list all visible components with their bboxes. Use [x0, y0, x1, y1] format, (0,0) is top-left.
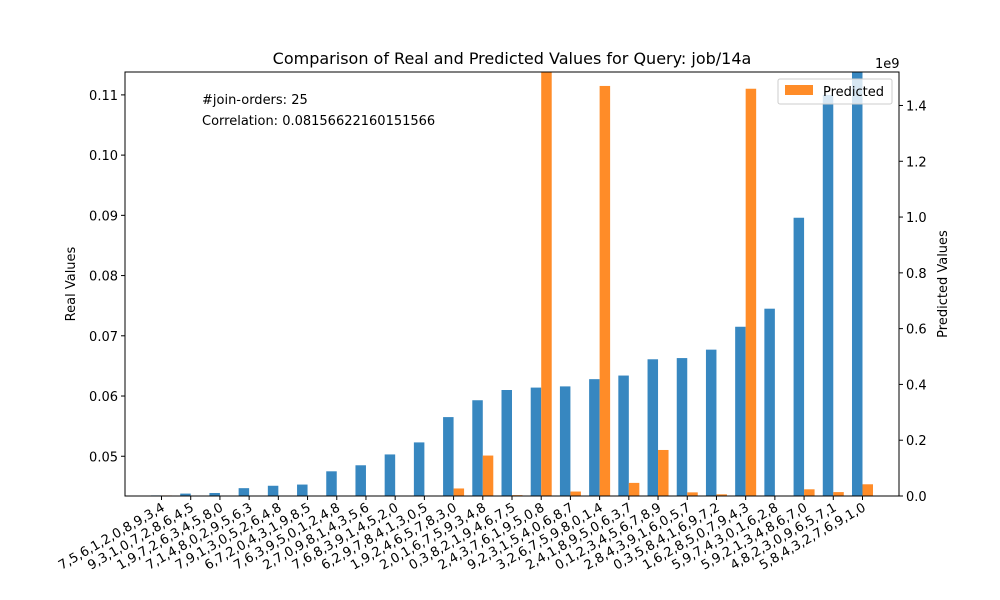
- bar-real-2: [209, 492, 220, 496]
- bar-real-9: [413, 442, 425, 496]
- left-y-tick-label-3: 0.08: [89, 270, 118, 285]
- bar-real-21: [764, 308, 775, 496]
- chart-title: Comparison of Real and Predicted Values …: [273, 49, 752, 68]
- bar-real-14: [559, 386, 571, 496]
- right-y-tick-label-5: 1.0: [906, 211, 927, 226]
- bar-predicted-24: [862, 484, 873, 496]
- right-axis-multiplier: 1e9: [875, 57, 900, 72]
- right-y-tick-label-2: 0.4: [906, 378, 927, 393]
- bar-real-1: [180, 493, 191, 496]
- bar-real-3: [238, 488, 250, 496]
- bar-real-6: [326, 471, 337, 496]
- legend-label-predicted: Predicted: [823, 85, 884, 100]
- left-y-axis-label: Real Values: [64, 246, 79, 321]
- right-y-tick-layer: 0.0 0.2 0.4 0.6 0.8 1.0 1.2 1.4: [899, 99, 927, 505]
- right-y-tick-label-7: 1.4: [906, 99, 927, 114]
- bar-real-12: [501, 390, 512, 496]
- bar-real-22: [793, 217, 805, 496]
- bar-predicted-22: [804, 489, 815, 496]
- left-y-tick-label-0: 0.05: [89, 450, 118, 465]
- bars-layer: [151, 72, 873, 497]
- bar-predicted-13: [541, 72, 552, 496]
- bar-real-8: [384, 454, 396, 496]
- left-y-tick-label-4: 0.09: [89, 209, 118, 224]
- right-y-axis-label: Predicted Values: [936, 230, 951, 338]
- left-y-tick-label-2: 0.07: [89, 330, 118, 345]
- right-y-tick-label-1: 0.2: [906, 434, 927, 449]
- bar-real-24: [851, 72, 863, 496]
- legend: Predicted: [777, 78, 893, 105]
- bar-real-19: [705, 349, 717, 496]
- left-y-tick-label-5: 0.10: [89, 149, 118, 164]
- bar-predicted-16: [628, 482, 640, 496]
- bar-predicted-14: [570, 491, 581, 496]
- bar-real-17: [647, 359, 659, 496]
- bar-predicted-18: [687, 492, 698, 496]
- left-y-tick-label-1: 0.06: [89, 390, 118, 405]
- bar-predicted-15: [599, 85, 611, 496]
- bar-real-16: [618, 375, 629, 496]
- bar-real-23: [822, 94, 834, 496]
- right-y-tick-label-0: 0.0: [906, 490, 927, 505]
- bar-predicted-19: [716, 494, 727, 496]
- bar-real-18: [676, 358, 688, 496]
- left-y-tick-label-6: 0.11: [89, 89, 118, 104]
- bar-predicted-10: [453, 488, 465, 496]
- correlation-annotation: Correlation: 0.08156622160151566: [202, 114, 435, 129]
- bar-predicted-17: [658, 449, 669, 496]
- plot-frame: [124, 71, 900, 497]
- right-y-tick-label-6: 1.2: [906, 155, 927, 170]
- join-orders-annotation: #join-orders: 25: [202, 93, 308, 108]
- bar-predicted-23: [833, 492, 844, 496]
- bar-real-7: [355, 465, 366, 496]
- bar-predicted-20: [745, 88, 757, 497]
- bar-real-4: [267, 485, 279, 496]
- right-y-tick-label-4: 0.8: [906, 267, 927, 282]
- bar-real-10: [443, 417, 454, 496]
- x-tick-layer: 7,5,6,1,2,0,8,9,3,49,3,1,0,7,2,8,6,4,51,…: [56, 496, 868, 573]
- left-y-tick-layer: 0.05 0.06 0.07 0.08 0.09 0.10 0.11: [89, 89, 125, 465]
- legend-swatch-predicted: [785, 85, 813, 95]
- bar-predicted-11: [482, 455, 494, 496]
- bar-real-20: [735, 326, 746, 496]
- bar-real-5: [297, 484, 308, 496]
- bar-real-11: [472, 400, 483, 496]
- bar-real-15: [589, 379, 600, 496]
- bar-real-13: [530, 387, 542, 496]
- right-y-tick-label-3: 0.6: [906, 323, 927, 338]
